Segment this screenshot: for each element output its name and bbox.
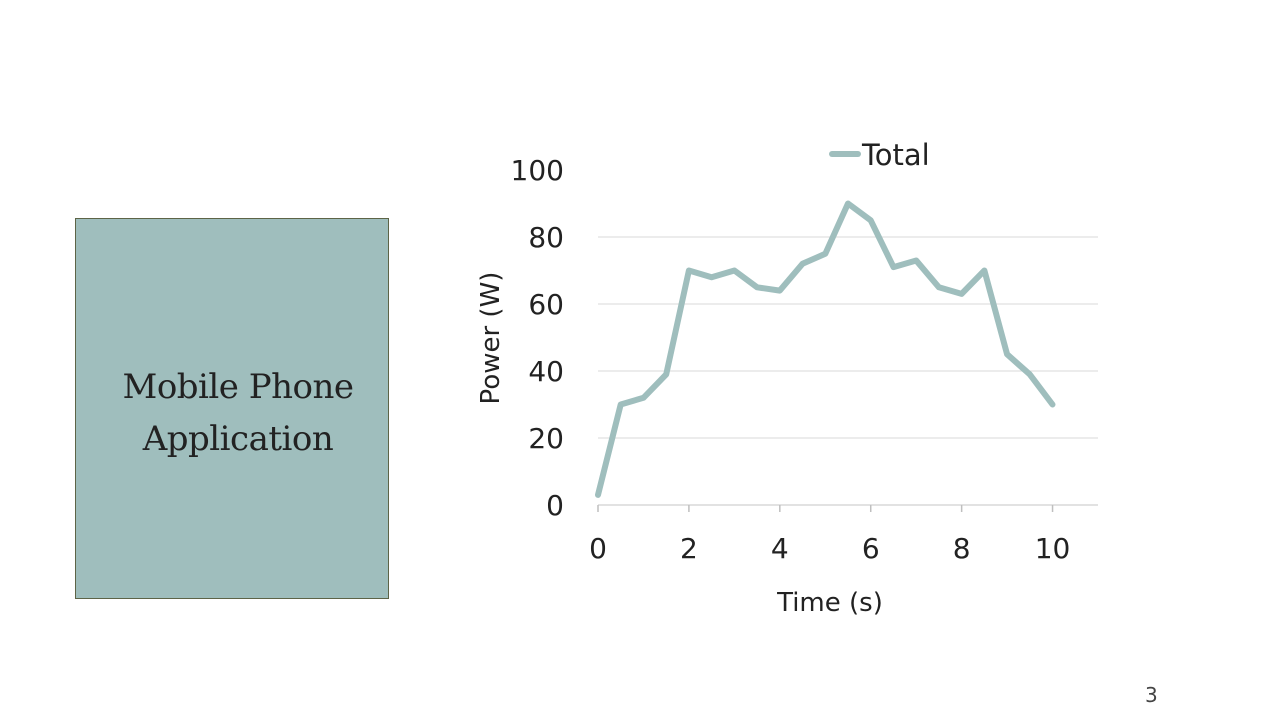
y-tick-label-0: 0 — [546, 489, 564, 522]
x-tick-marks — [597, 505, 1054, 512]
series-line-total — [595, 200, 1056, 498]
y-tick-label-100: 100 — [511, 154, 564, 187]
y-tick-label-40: 40 — [528, 355, 564, 388]
x-axis-title: Time (s) — [776, 588, 883, 618]
x-tick-label-6: 6 — [862, 532, 880, 565]
x-tick-label-0: 0 — [589, 532, 607, 565]
y-axis-title: Power (W) — [476, 272, 506, 405]
application-label-box: Mobile Phone Application — [75, 218, 389, 599]
legend-label-total: Total — [861, 138, 930, 172]
x-tick-label-4: 4 — [771, 532, 789, 565]
y-tick-labels: 0 20 40 60 80 100 — [511, 154, 564, 522]
y-tick-label-80: 80 — [528, 221, 564, 254]
application-label-line2: Application — [142, 418, 334, 459]
application-label: Mobile Phone Application — [111, 353, 355, 465]
y-tick-label-60: 60 — [528, 288, 564, 321]
x-tick-labels: 0 2 4 6 8 10 — [589, 532, 1070, 565]
x-tick-label-2: 2 — [680, 532, 698, 565]
x-tick-label-8: 8 — [953, 532, 971, 565]
x-tick-label-10: 10 — [1035, 532, 1071, 565]
y-tick-label-20: 20 — [528, 422, 564, 455]
slide-number: 3 — [1145, 683, 1158, 707]
application-label-line1: Mobile Phone — [122, 366, 355, 407]
legend: Total — [829, 138, 930, 172]
